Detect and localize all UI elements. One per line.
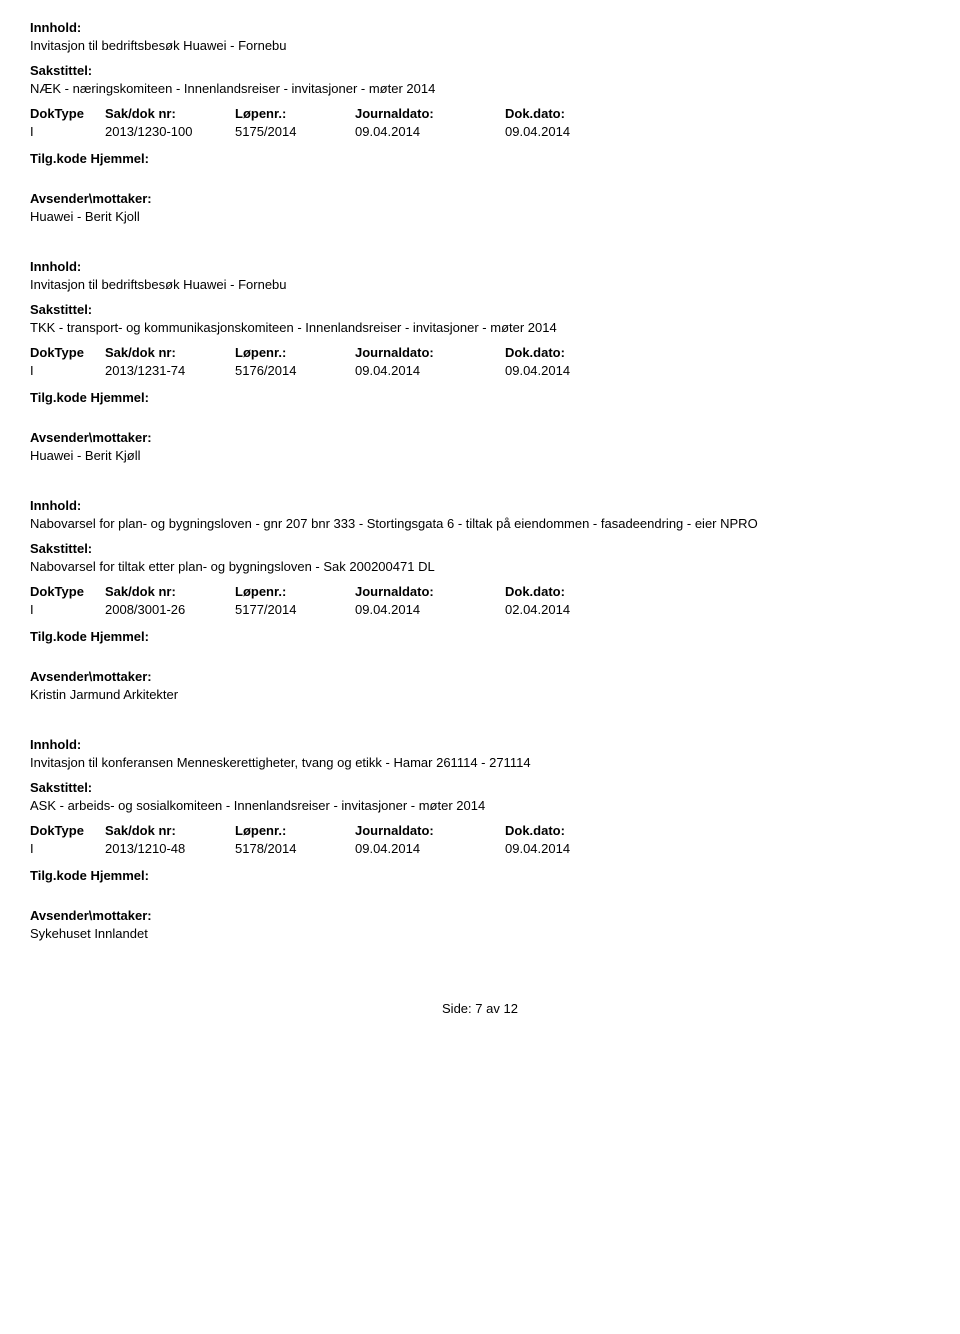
table-row: I 2008/3001-26 5177/2014 09.04.2014 02.0… — [30, 602, 930, 617]
sakdok-header: Sak/dok nr: — [105, 106, 235, 121]
avsender-text: Huawei - Berit Kjoll — [30, 209, 930, 224]
tilgkode-hjemmel-label: Tilg.kode Hjemmel: — [30, 390, 930, 405]
innhold-text: Invitasjon til konferansen Menneskeretti… — [30, 755, 930, 770]
avsender-label: Avsender\mottaker: — [30, 669, 930, 684]
sakstittel-text: NÆK - næringskomiteen - Innenlandsreiser… — [30, 81, 930, 96]
footer-total: 12 — [504, 1001, 518, 1016]
journaldato-value: 09.04.2014 — [355, 841, 505, 856]
avsender-text: Sykehuset Innlandet — [30, 926, 930, 941]
lopenr-header: Løpenr.: — [235, 345, 355, 360]
doktype-value: I — [30, 124, 105, 139]
doktype-header: DokType — [30, 584, 105, 599]
table-header: DokType Sak/dok nr: Løpenr.: Journaldato… — [30, 106, 930, 121]
page-footer: Side: 7 av 12 — [30, 1001, 930, 1016]
tilgkode-hjemmel-label: Tilg.kode Hjemmel: — [30, 868, 930, 883]
innhold-text: Invitasjon til bedriftsbesøk Huawei - Fo… — [30, 38, 930, 53]
lopenr-value: 5176/2014 — [235, 363, 355, 378]
innhold-label: Innhold: — [30, 259, 930, 274]
avsender-text: Huawei - Berit Kjøll — [30, 448, 930, 463]
journaldato-value: 09.04.2014 — [355, 363, 505, 378]
journaldato-header: Journaldato: — [355, 345, 505, 360]
sakstittel-label: Sakstittel: — [30, 302, 930, 317]
avsender-label: Avsender\mottaker: — [30, 191, 930, 206]
journaldato-header: Journaldato: — [355, 584, 505, 599]
dokdato-header: Dok.dato: — [505, 345, 655, 360]
avsender-text: Kristin Jarmund Arkitekter — [30, 687, 930, 702]
journal-entry: Innhold: Invitasjon til konferansen Menn… — [30, 737, 930, 941]
journal-entry: Innhold: Invitasjon til bedriftsbesøk Hu… — [30, 259, 930, 463]
footer-current: 7 — [475, 1001, 482, 1016]
sakstittel-text: Nabovarsel for tiltak etter plan- og byg… — [30, 559, 930, 574]
sakdok-value: 2013/1230-100 — [105, 124, 235, 139]
lopenr-value: 5178/2014 — [235, 841, 355, 856]
sakdok-header: Sak/dok nr: — [105, 823, 235, 838]
table-header: DokType Sak/dok nr: Løpenr.: Journaldato… — [30, 584, 930, 599]
lopenr-value: 5175/2014 — [235, 124, 355, 139]
dokdato-header: Dok.dato: — [505, 584, 655, 599]
dokdato-header: Dok.dato: — [505, 106, 655, 121]
doktype-header: DokType — [30, 106, 105, 121]
doktype-value: I — [30, 841, 105, 856]
sakstittel-text: TKK - transport- og kommunikasjonskomite… — [30, 320, 930, 335]
sakdok-value: 2013/1231-74 — [105, 363, 235, 378]
journaldato-header: Journaldato: — [355, 106, 505, 121]
table-header: DokType Sak/dok nr: Løpenr.: Journaldato… — [30, 823, 930, 838]
sakdok-value: 2008/3001-26 — [105, 602, 235, 617]
doktype-value: I — [30, 363, 105, 378]
dokdato-value: 09.04.2014 — [505, 841, 655, 856]
lopenr-header: Løpenr.: — [235, 823, 355, 838]
innhold-label: Innhold: — [30, 737, 930, 752]
innhold-text: Invitasjon til bedriftsbesøk Huawei - Fo… — [30, 277, 930, 292]
doktype-header: DokType — [30, 345, 105, 360]
dokdato-value: 09.04.2014 — [505, 124, 655, 139]
sakdok-header: Sak/dok nr: — [105, 584, 235, 599]
table-row: I 2013/1230-100 5175/2014 09.04.2014 09.… — [30, 124, 930, 139]
tilgkode-hjemmel-label: Tilg.kode Hjemmel: — [30, 629, 930, 644]
innhold-label: Innhold: — [30, 20, 930, 35]
table-row: I 2013/1231-74 5176/2014 09.04.2014 09.0… — [30, 363, 930, 378]
innhold-text: Nabovarsel for plan- og bygningsloven - … — [30, 516, 930, 531]
table-header: DokType Sak/dok nr: Løpenr.: Journaldato… — [30, 345, 930, 360]
avsender-label: Avsender\mottaker: — [30, 430, 930, 445]
sakdok-header: Sak/dok nr: — [105, 345, 235, 360]
lopenr-header: Løpenr.: — [235, 106, 355, 121]
journaldato-value: 09.04.2014 — [355, 602, 505, 617]
sakdok-value: 2013/1210-48 — [105, 841, 235, 856]
journal-entry: Innhold: Nabovarsel for plan- og bygning… — [30, 498, 930, 702]
footer-separator: av — [486, 1001, 500, 1016]
footer-prefix: Side: — [442, 1001, 472, 1016]
sakstittel-text: ASK - arbeids- og sosialkomiteen - Innen… — [30, 798, 930, 813]
dokdato-header: Dok.dato: — [505, 823, 655, 838]
dokdato-value: 02.04.2014 — [505, 602, 655, 617]
sakstittel-label: Sakstittel: — [30, 780, 930, 795]
journaldato-value: 09.04.2014 — [355, 124, 505, 139]
journal-entry: Innhold: Invitasjon til bedriftsbesøk Hu… — [30, 20, 930, 224]
doktype-value: I — [30, 602, 105, 617]
doktype-header: DokType — [30, 823, 105, 838]
table-row: I 2013/1210-48 5178/2014 09.04.2014 09.0… — [30, 841, 930, 856]
avsender-label: Avsender\mottaker: — [30, 908, 930, 923]
innhold-label: Innhold: — [30, 498, 930, 513]
sakstittel-label: Sakstittel: — [30, 63, 930, 78]
journaldato-header: Journaldato: — [355, 823, 505, 838]
lopenr-value: 5177/2014 — [235, 602, 355, 617]
dokdato-value: 09.04.2014 — [505, 363, 655, 378]
sakstittel-label: Sakstittel: — [30, 541, 930, 556]
tilgkode-hjemmel-label: Tilg.kode Hjemmel: — [30, 151, 930, 166]
lopenr-header: Løpenr.: — [235, 584, 355, 599]
